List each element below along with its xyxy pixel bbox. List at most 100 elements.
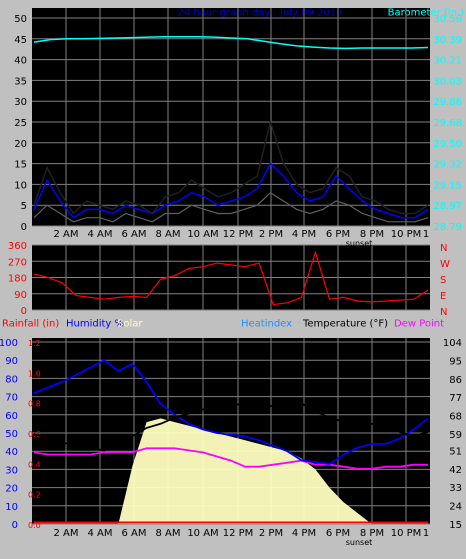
- compass-tick-label: S: [440, 275, 446, 286]
- weather-x-tick-label: 6 PM: [326, 528, 350, 539]
- temperature-tick-label: 95: [449, 356, 462, 367]
- humidity-tick-label: 10: [5, 502, 18, 513]
- wind-avg-line: [33, 162, 429, 219]
- rain-tick-label: 0.0: [28, 521, 41, 530]
- barometer-tick-label: 28.79: [433, 222, 462, 233]
- wind-tick-label: 5: [21, 201, 27, 212]
- barometer-tick-label: 29.68: [433, 118, 462, 129]
- solar-area: [34, 418, 428, 524]
- wind-tick-label: 40: [14, 56, 27, 67]
- wind-tick-label: 30: [14, 97, 27, 108]
- weather-x-tick-label: 8 AM: [155, 528, 180, 539]
- weather-x-tick-label: 1: [423, 528, 429, 539]
- weather-x-tick-label: 2 AM: [53, 528, 78, 539]
- direction-tick-label: 0: [21, 306, 27, 317]
- weather-x-tick-label: 6 AM: [121, 528, 146, 539]
- wind-x-tick-label: 10 AM: [187, 229, 218, 240]
- wind-x-tick-label: 1: [423, 229, 429, 240]
- temperature-tick-label: 59: [449, 430, 462, 441]
- temperature-tick-label: 51: [449, 446, 462, 457]
- wind-x-tick-label: 12 PM: [223, 229, 254, 240]
- weather-x-tick-label: 8 PM: [360, 528, 384, 539]
- wind-axis-label: Windspeed (mph): [34, 7, 123, 18]
- temperature-tick-label: 104: [443, 338, 462, 349]
- chart-title: 24 hour graph day : July 09 2010: [177, 7, 342, 18]
- direction-line: [33, 250, 429, 306]
- wind-sunset-label: sunset: [346, 239, 373, 248]
- compass-tick-label: E: [440, 291, 446, 302]
- weather-x-tick-label: 12 PM: [223, 528, 254, 539]
- barometer-tick-label: 29.15: [433, 180, 462, 191]
- humidity-tick-label: 70: [5, 393, 18, 404]
- legend-humidity: Humidity %: [66, 318, 124, 329]
- wind-x-tick-label: 6 PM: [326, 229, 350, 240]
- temperature-tick-label: 77: [449, 393, 462, 404]
- humidity-tick-label: 20: [5, 484, 18, 495]
- barometer-tick-label: 28.97: [433, 201, 462, 212]
- humidity-tick-label: 0: [12, 520, 18, 531]
- rain-tick-label: 0.2: [28, 491, 41, 500]
- wind-x-tick-label: 4 AM: [87, 229, 112, 240]
- humidity-tick-label: 100: [0, 338, 18, 349]
- rain-tick-label: 0.4: [28, 460, 41, 469]
- direction-tick-label: 360: [8, 241, 27, 252]
- barometer-tick-label: 29.50: [433, 139, 462, 150]
- humidity-tick-label: 30: [5, 465, 18, 476]
- chart-marks: 0510152025303540455028.7928.9729.1529.32…: [0, 8, 462, 547]
- weather-x-tick-label: 4 AM: [87, 528, 112, 539]
- direction-tick-label: 270: [8, 257, 27, 268]
- weather-x-tick-label: 4 PM: [292, 528, 316, 539]
- wind-x-tick-label: 4 PM: [292, 229, 316, 240]
- wind-tick-label: 10: [14, 180, 27, 191]
- wind-plot-area: [32, 8, 430, 226]
- wind-tick-label: 35: [14, 76, 27, 87]
- temperature-tick-label: 68: [449, 412, 462, 423]
- wind-tick-label: 50: [14, 14, 27, 25]
- temperature-line: [33, 402, 429, 452]
- temperature-tick-label: 86: [449, 375, 462, 386]
- wind-tick-label: 45: [14, 35, 27, 46]
- humidity-tick-label: 50: [5, 429, 18, 440]
- barometer-tick-label: 29.32: [433, 160, 462, 171]
- weather-sunset-label: sunset: [346, 538, 373, 547]
- legend-heatindex: Heatindex: [241, 318, 292, 329]
- humidity-tick-label: 40: [5, 447, 18, 458]
- humidity-tick-label: 90: [5, 356, 18, 367]
- wind-low-line: [33, 191, 429, 223]
- temperature-tick-label: 15: [449, 520, 462, 531]
- humidity-tick-label: 80: [5, 374, 18, 385]
- barometer-axis-label: Barometer (in.): [388, 7, 464, 18]
- legend-dewpoint: Dew Point: [394, 318, 444, 329]
- compass-tick-label: N: [440, 307, 447, 318]
- temperature-tick-label: 33: [449, 483, 462, 494]
- humidity-tick-label: 60: [5, 411, 18, 422]
- compass-tick-label: W: [440, 259, 450, 270]
- legend-rainfall: Rainfall (in): [2, 318, 59, 329]
- direction-tick-label: 90: [14, 290, 27, 301]
- wind-tick-label: 20: [14, 139, 27, 150]
- compass-tick-label: N: [440, 243, 447, 254]
- barometer-tick-label: 30.21: [433, 56, 462, 67]
- weather-x-tick-label: 10 AM: [187, 528, 218, 539]
- wind-tick-label: 0: [21, 222, 27, 233]
- weather-x-tick-label: 10 PM: [391, 528, 422, 539]
- temperature-tick-label: 24: [449, 502, 462, 513]
- barometer-tick-label: 30.39: [433, 35, 462, 46]
- rain-tick-label: 1.0: [28, 369, 41, 378]
- dewpoint-line: [33, 447, 428, 470]
- legend-temperature: Temperature (°F): [302, 318, 388, 329]
- weather-x-tick-label: 2 PM: [259, 528, 283, 539]
- wind-x-tick-label: 2 PM: [259, 229, 283, 240]
- barometer-tick-label: 30.03: [433, 76, 462, 87]
- barometer-tick-label: 30.56: [433, 14, 462, 25]
- legend-solar: Solar: [117, 318, 143, 329]
- wind-tick-label: 15: [14, 160, 27, 171]
- wind-x-tick-label: 10 PM: [391, 229, 422, 240]
- direction-tick-label: 180: [8, 274, 27, 285]
- wind-tick-label: 25: [14, 118, 27, 129]
- rain-tick-label: 1.2: [28, 339, 41, 348]
- wind-x-tick-label: 6 AM: [121, 229, 146, 240]
- temperature-tick-label: 42: [449, 465, 462, 476]
